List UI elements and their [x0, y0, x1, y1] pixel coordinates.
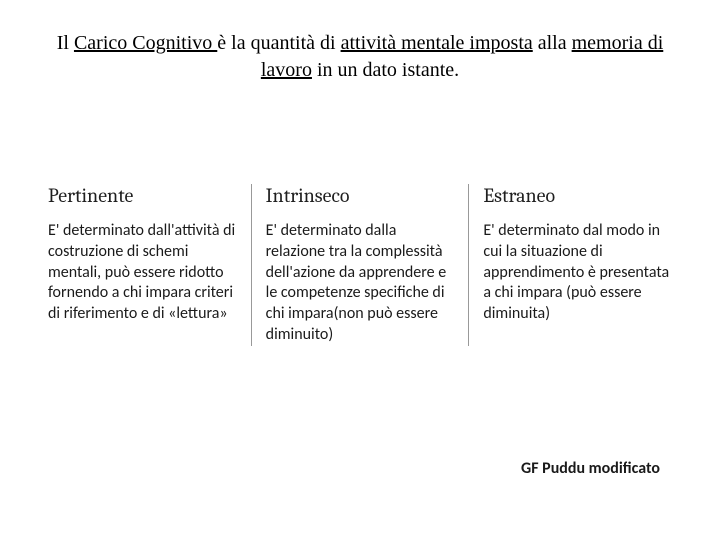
title-seg4: in un dato istante.	[312, 59, 459, 81]
column-body: E' determinato dall'attività di costruzi…	[48, 221, 237, 325]
column-pertinente: Pertinente E' determinato dall'attività …	[48, 184, 251, 346]
title-underline-1: Carico Cognitivo	[74, 32, 217, 54]
column-body: E' determinato dalla relazione tra la co…	[266, 221, 455, 346]
title-seg2: è la quantità di	[217, 32, 340, 54]
column-heading: Estraneo	[483, 184, 672, 207]
column-body: E' determinato dal modo in cui la situaz…	[483, 221, 672, 325]
columns-container: Pertinente E' determinato dall'attività …	[48, 184, 672, 346]
slide-title: Il Carico Cognitivo è la quantità di att…	[48, 30, 672, 84]
title-seg3: alla	[533, 32, 572, 54]
column-estraneo: Estraneo E' determinato dal modo in cui …	[468, 184, 672, 346]
column-heading: Intrinseco	[266, 184, 455, 207]
column-heading: Pertinente	[48, 184, 237, 207]
title-underline-2: attività mentale imposta	[341, 32, 533, 54]
title-seg1: Il	[57, 32, 74, 54]
attribution-text: GF Puddu modificato	[521, 459, 660, 478]
column-intrinseco: Intrinseco E' determinato dalla relazion…	[251, 184, 469, 346]
slide: Il Carico Cognitivo è la quantità di att…	[0, 0, 720, 540]
